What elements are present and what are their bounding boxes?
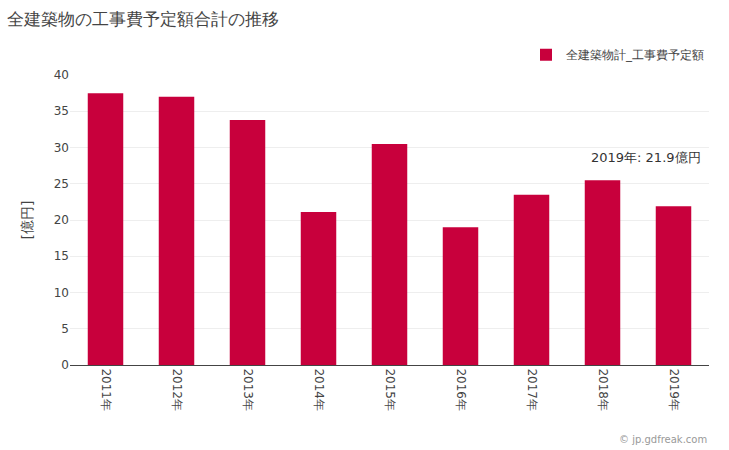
svg-text:2012年: 2012年 <box>170 368 184 411</box>
svg-text:© jp.gdfreak.com: © jp.gdfreak.com <box>619 434 707 445</box>
svg-text:2018年: 2018年 <box>596 368 610 411</box>
svg-text:20: 20 <box>54 213 69 227</box>
svg-text:[億円]: [億円] <box>19 201 35 240</box>
svg-text:30: 30 <box>54 141 69 155</box>
svg-text:2019年: 21.9億円: 2019年: 21.9億円 <box>591 150 701 165</box>
svg-text:10: 10 <box>54 286 69 300</box>
svg-text:2019年: 2019年 <box>667 368 681 411</box>
svg-text:2017年: 2017年 <box>525 368 539 411</box>
svg-text:全建築物の工事費予定額合計の推移: 全建築物の工事費予定額合計の推移 <box>7 9 279 29</box>
svg-text:2016年: 2016年 <box>454 368 468 411</box>
svg-text:25: 25 <box>54 177 69 191</box>
svg-text:全建築物計_工事費予定額: 全建築物計_工事費予定額 <box>566 48 704 62</box>
svg-text:2011年: 2011年 <box>99 368 113 411</box>
svg-text:2015年: 2015年 <box>383 368 397 411</box>
svg-text:5: 5 <box>61 322 69 336</box>
svg-text:0: 0 <box>61 358 69 372</box>
svg-text:2013年: 2013年 <box>241 368 255 411</box>
svg-text:15: 15 <box>54 249 69 263</box>
svg-text:40: 40 <box>54 68 69 82</box>
svg-text:35: 35 <box>54 104 69 118</box>
svg-text:2014年: 2014年 <box>312 368 326 411</box>
